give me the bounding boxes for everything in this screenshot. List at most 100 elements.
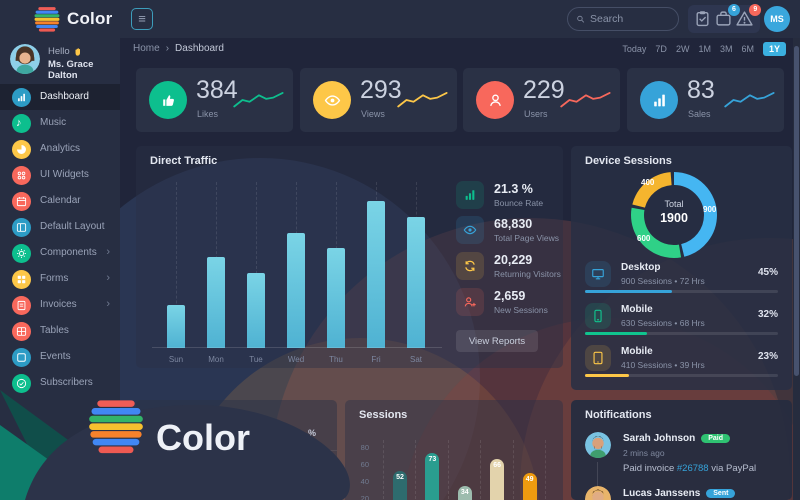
x-axis-label: Fri: [371, 355, 381, 364]
chart-gridline: [415, 440, 417, 500]
y-axis-tick: 40: [360, 477, 369, 486]
donut-segment: [631, 172, 717, 258]
chart-gridline: [447, 440, 449, 500]
header-icon-group: 6 9: [688, 4, 762, 33]
chart-gridline: [383, 440, 384, 500]
notification-item[interactable]: Sarah Johnson Paid: [623, 433, 731, 444]
breadcrumb-home[interactable]: Home: [133, 43, 160, 54]
square-icon: [12, 347, 31, 367]
sidebar-item-events[interactable]: Events: [0, 344, 120, 370]
x-axis-label: Wed: [287, 355, 305, 364]
bar-chart-icon: [640, 81, 678, 119]
scrollbar-thumb[interactable]: [794, 46, 799, 376]
eye-icon: [456, 216, 484, 244]
donut-total-label: Total: [664, 199, 684, 209]
orders-badge: 6: [727, 4, 740, 16]
filter-2w[interactable]: 2W: [675, 44, 690, 54]
bar-value-label: 34: [460, 489, 469, 497]
filter-3m[interactable]: 3M: [719, 44, 733, 54]
view-reports-button[interactable]: View Reports: [456, 330, 538, 352]
device-row-mobile-2[interactable]: Mobile 410 Sessions • 39 Hrs 23%: [571, 345, 792, 375]
sidebar-item-forms[interactable]: Forms ›: [0, 266, 120, 292]
progress-fill: [585, 332, 647, 335]
traffic-stat-value: 21.3 %: [494, 182, 533, 196]
alerts-button[interactable]: 9: [736, 4, 762, 28]
traffic-stat-label: Total Page Views: [494, 233, 560, 243]
table-column-percent: %: [307, 428, 316, 438]
sidebar-item-label: Tables: [40, 325, 69, 336]
menu-toggle-button[interactable]: ≡: [131, 8, 153, 30]
thumb-up-icon: [149, 81, 187, 119]
chart-gridline: [512, 440, 514, 500]
sidebar-item-subscribers[interactable]: Subscribers: [0, 370, 120, 396]
doc-icon: [12, 295, 31, 315]
search-box[interactable]: [567, 7, 679, 31]
sidebar: Hello Ms. Grace Dalton Dashboard ♪ Music An…: [0, 38, 120, 500]
sidebar-user: Hello Ms. Grace Dalton: [0, 42, 120, 82]
chart-gridline: [480, 440, 482, 500]
invoice-link[interactable]: #26788: [676, 463, 709, 474]
sessions-panel: Sessions 80 60 40 20 52 73 34 66 49: [345, 400, 563, 500]
sidebar-item-dashboard[interactable]: Dashboard: [0, 84, 120, 110]
notification-avatar[interactable]: [585, 486, 611, 500]
sidebar-item-calendar[interactable]: Calendar: [0, 188, 120, 214]
filter-1y-active[interactable]: 1Y: [762, 42, 786, 56]
sidebar-item-ui-widgets[interactable]: UI Widgets: [0, 162, 120, 188]
table-row-divider: [136, 450, 337, 451]
cal-icon: [12, 191, 31, 211]
sidebar-user-avatar[interactable]: [10, 44, 40, 74]
monitor-icon: [585, 261, 611, 287]
breadcrumb-current: Dashboard: [175, 43, 224, 54]
wave-hand-icon: [73, 47, 83, 57]
scrollbar-track[interactable]: [793, 38, 800, 500]
percent-badge: 17.3%: [288, 485, 336, 500]
eye-icon: [313, 81, 351, 119]
brand-logo[interactable]: Color: [34, 6, 112, 32]
stat-label: Likes: [197, 109, 219, 119]
stat-card-users[interactable]: 229 Users: [463, 68, 620, 132]
progress-fill: [585, 374, 630, 377]
grid-icon: [12, 269, 31, 289]
sidebar-item-tables[interactable]: Tables: [0, 318, 120, 344]
device-row-desktop[interactable]: Desktop 900 Sessions • 72 Hrs 45%: [571, 261, 792, 291]
search-input[interactable]: [590, 13, 670, 25]
y-axis-tick: 60: [360, 460, 369, 469]
notification-message: Paid invoice #26788 via PayPal: [623, 463, 757, 474]
traffic-bar: [407, 217, 425, 348]
layout-icon: [12, 217, 31, 237]
notification-item[interactable]: Lucas Janssens Sent: [623, 488, 736, 499]
stat-card-views[interactable]: 293 Views: [300, 68, 457, 132]
device-name: Mobile: [621, 304, 653, 315]
filter-1m[interactable]: 1M: [698, 44, 711, 54]
orders-button[interactable]: 6: [715, 4, 740, 28]
sidebar-item-invoices[interactable]: Invoices ›: [0, 292, 120, 318]
sidebar-item-music[interactable]: ♪ Music: [0, 110, 120, 136]
stat-value: 384: [196, 76, 238, 104]
stat-value: 229: [523, 76, 565, 104]
chart-gridline: [256, 182, 257, 348]
traffic-stat-label: Returning Visitors: [494, 269, 561, 279]
user-avatar-initials[interactable]: MS: [764, 6, 790, 32]
notification-avatar[interactable]: [585, 432, 611, 458]
sidebar-item-default-layout[interactable]: Default Layout: [0, 214, 120, 240]
panel-title: Sessions: [359, 409, 408, 421]
tasks-button[interactable]: [694, 10, 712, 28]
traffic-stat-label: New Sessions: [494, 305, 548, 315]
device-row-mobile-1[interactable]: Mobile 630 Sessions • 68 Hrs 32%: [571, 303, 792, 333]
traffic-stat-new-sessions: 2,659 New Sessions: [456, 288, 556, 318]
filter-6m[interactable]: 6M: [741, 44, 754, 54]
donut-label-600: 600: [637, 234, 651, 243]
sidebar-item-analytics[interactable]: Analytics: [0, 136, 120, 162]
sidebar-user-name: Ms. Grace Dalton: [48, 59, 94, 81]
sidebar-item-label: Analytics: [40, 143, 81, 154]
traffic-stat-value: 68,830: [494, 217, 533, 231]
device-detail: 900 Sessions • 72 Hrs: [621, 276, 705, 286]
device-detail: 630 Sessions • 68 Hrs: [621, 318, 705, 328]
stat-card-sales[interactable]: 83 Sales: [627, 68, 784, 132]
stat-card-likes[interactable]: 384 Likes: [136, 68, 293, 132]
filter-today[interactable]: Today: [622, 44, 647, 54]
filter-7d[interactable]: 7D: [655, 44, 667, 54]
progress-track: [585, 332, 778, 335]
sidebar-item-components[interactable]: Components ›: [0, 240, 120, 266]
device-percent: 45%: [757, 267, 778, 278]
